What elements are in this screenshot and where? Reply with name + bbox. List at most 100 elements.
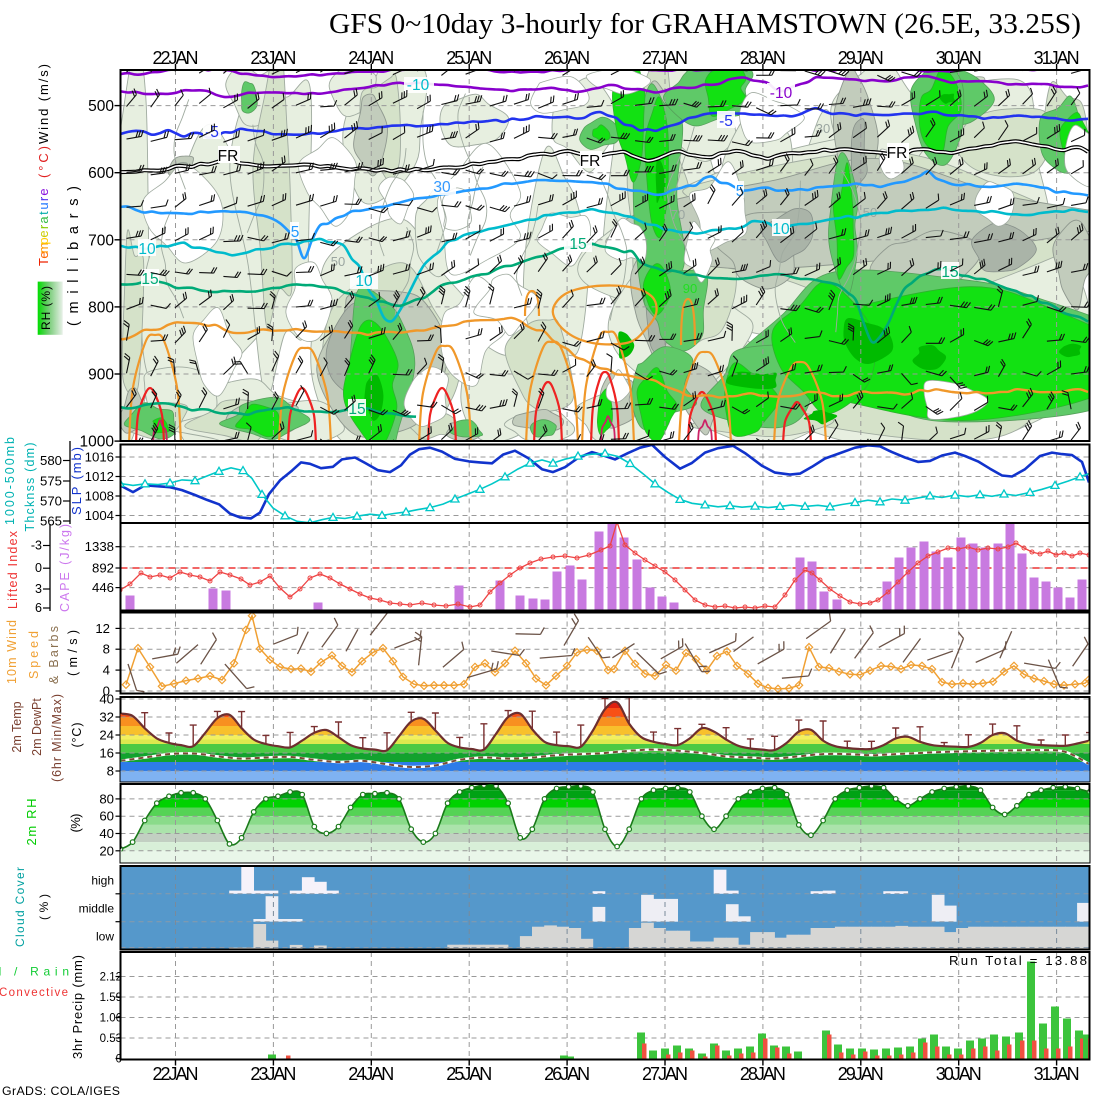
svg-text:31JAN: 31JAN <box>1034 48 1080 68</box>
svg-text:50: 50 <box>863 205 877 220</box>
svg-text:Lifted Index: Lifted Index <box>6 530 20 609</box>
svg-text:GrADS: COLA/IGES: GrADS: COLA/IGES <box>2 1084 120 1098</box>
svg-text:15: 15 <box>141 271 158 288</box>
svg-text:25JAN: 25JAN <box>446 1064 492 1084</box>
svg-text:1000-500mb: 1000-500mb <box>3 437 17 525</box>
svg-text:4: 4 <box>103 663 110 678</box>
svg-text:FR: FR <box>887 145 908 162</box>
svg-text:high: high <box>91 874 114 888</box>
svg-text:1.59: 1.59 <box>100 992 122 1004</box>
svg-text:22JAN: 22JAN <box>153 48 199 68</box>
svg-text:8: 8 <box>103 642 110 657</box>
svg-text:23JAN: 23JAN <box>250 48 296 68</box>
svg-text:2m Temp: 2m Temp <box>10 701 24 752</box>
svg-text:31JAN: 31JAN <box>1034 1064 1080 1084</box>
svg-text:2m RH: 2m RH <box>24 799 39 846</box>
svg-text:1008: 1008 <box>85 489 114 504</box>
svg-text:-5: -5 <box>719 113 733 130</box>
svg-text:26JAN: 26JAN <box>544 48 590 68</box>
svg-text:50: 50 <box>331 254 345 269</box>
svg-text:e: e <box>36 251 51 258</box>
svg-text:(6hr Min/Max): (6hr Min/Max) <box>50 694 64 782</box>
svg-text:Convective: Convective <box>0 987 68 999</box>
svg-text:5: 5 <box>291 224 300 241</box>
svg-text:700: 700 <box>88 232 114 249</box>
svg-text:(°C): (°C) <box>70 723 84 748</box>
svg-text:30: 30 <box>816 121 830 136</box>
svg-text:e: e <box>36 188 51 195</box>
svg-text:90: 90 <box>683 281 697 296</box>
svg-text:middle: middle <box>79 902 115 916</box>
svg-text:Cloud Cover: Cloud Cover <box>13 867 27 947</box>
svg-text:29JAN: 29JAN <box>838 48 884 68</box>
svg-text:(%): (%) <box>68 814 83 833</box>
svg-text:e: e <box>36 230 51 237</box>
svg-text:0: 0 <box>35 561 42 575</box>
svg-text:892: 892 <box>92 561 114 576</box>
svg-text:0: 0 <box>116 1054 122 1066</box>
svg-text:Run Total = 13.88: Run Total = 13.88 <box>949 953 1087 968</box>
svg-text:(m/s): (m/s) <box>66 630 80 676</box>
svg-text:24: 24 <box>99 728 114 743</box>
svg-text:r: r <box>36 224 51 229</box>
svg-text:10: 10 <box>355 273 373 290</box>
svg-text:15: 15 <box>569 236 586 253</box>
svg-text:24JAN: 24JAN <box>348 48 394 68</box>
svg-text:30JAN: 30JAN <box>936 1064 982 1084</box>
svg-text:CAPE (J/kg): CAPE (J/kg) <box>58 524 72 612</box>
svg-text:30: 30 <box>433 179 451 196</box>
svg-text:25JAN: 25JAN <box>446 48 492 68</box>
svg-text:570: 570 <box>40 494 62 509</box>
svg-text:16: 16 <box>99 746 114 761</box>
svg-text:GFS 0~10day 3-hourly for GRAHA: GFS 0~10day 3-hourly for GRAHAMSTOWN (26… <box>329 9 1081 40</box>
svg-text:low: low <box>96 930 114 944</box>
svg-text:20: 20 <box>99 843 114 858</box>
svg-text:600: 600 <box>88 165 114 182</box>
svg-text:-3: -3 <box>31 539 42 553</box>
svg-text:2m DewPt: 2m DewPt <box>30 698 44 756</box>
svg-text:28JAN: 28JAN <box>740 48 786 68</box>
svg-text:446: 446 <box>92 580 114 595</box>
svg-text:80: 80 <box>99 791 114 806</box>
svg-text:2.12: 2.12 <box>100 972 122 984</box>
svg-text:1004: 1004 <box>85 508 114 523</box>
svg-text:70: 70 <box>671 207 685 222</box>
svg-text:Thcknss (dm): Thcknss (dm) <box>23 443 37 532</box>
svg-text:12: 12 <box>95 621 110 636</box>
svg-text:0.53: 0.53 <box>100 1033 122 1045</box>
svg-text:10: 10 <box>138 241 156 258</box>
svg-text:5: 5 <box>736 183 745 200</box>
svg-text:15: 15 <box>941 264 958 281</box>
svg-text:-5: -5 <box>205 124 219 141</box>
svg-text:r: r <box>36 196 51 201</box>
svg-text:800: 800 <box>88 299 114 316</box>
svg-text:-10: -10 <box>407 77 430 94</box>
svg-text:565: 565 <box>40 514 62 529</box>
svg-text:40: 40 <box>99 826 114 841</box>
svg-text:900: 900 <box>88 367 114 384</box>
svg-text:10m Wind: 10m Wind <box>5 620 19 684</box>
svg-text:28JAN: 28JAN <box>740 1064 786 1084</box>
svg-text:(%): (%) <box>37 894 51 920</box>
svg-text:24JAN: 24JAN <box>348 1064 394 1084</box>
svg-text:23JAN: 23JAN <box>250 1064 296 1084</box>
svg-text:29JAN: 29JAN <box>838 1064 884 1084</box>
svg-text:575: 575 <box>40 474 62 489</box>
svg-text:1338: 1338 <box>85 539 114 554</box>
svg-text:FR: FR <box>218 148 239 165</box>
svg-text:3hr Precip (mm): 3hr Precip (mm) <box>70 955 85 1059</box>
svg-text:1.06: 1.06 <box>100 1013 122 1025</box>
svg-text:1016: 1016 <box>85 450 114 465</box>
svg-text:22JAN: 22JAN <box>153 1064 199 1084</box>
svg-text:60: 60 <box>99 809 114 824</box>
svg-text:27JAN: 27JAN <box>642 1064 688 1084</box>
svg-text:40: 40 <box>99 692 114 707</box>
svg-text:8: 8 <box>107 764 114 779</box>
svg-text:6: 6 <box>35 601 42 615</box>
svg-text:32: 32 <box>99 710 114 725</box>
svg-text:-10: -10 <box>770 85 793 102</box>
svg-text:0: 0 <box>103 684 110 699</box>
svg-text:1000: 1000 <box>80 434 115 451</box>
svg-text:a: a <box>36 216 51 224</box>
svg-text:(°C): (°C) <box>36 146 51 178</box>
